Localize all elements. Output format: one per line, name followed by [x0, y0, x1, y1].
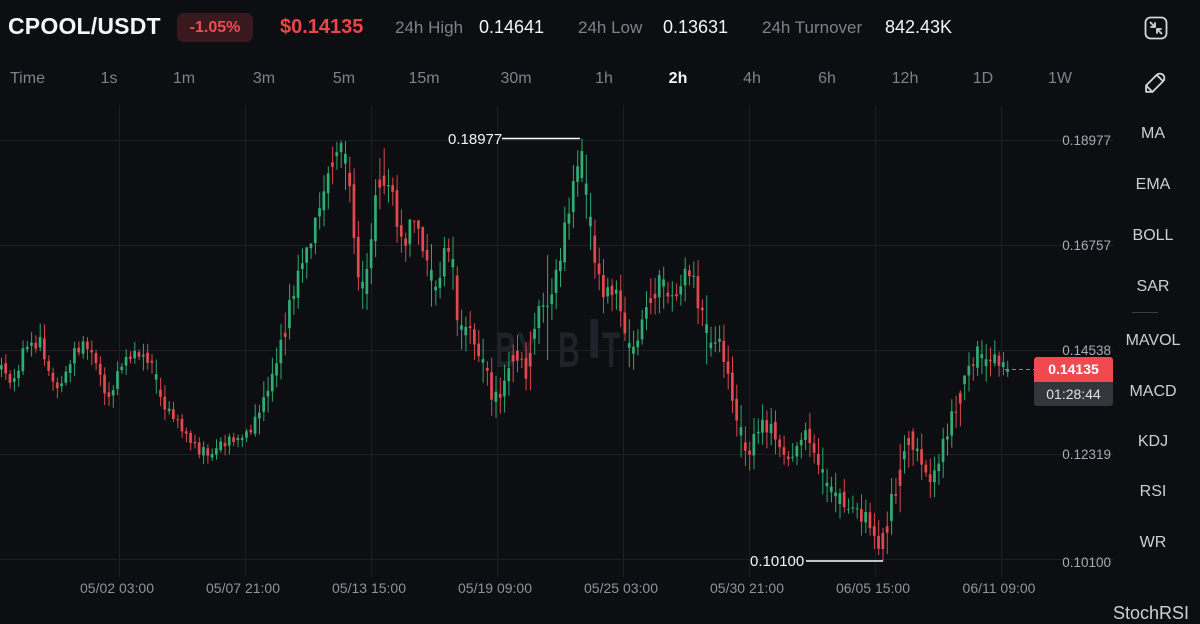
svg-text:B: B	[558, 322, 580, 378]
svg-text:B: B	[495, 322, 517, 378]
svg-text:T: T	[602, 322, 620, 378]
